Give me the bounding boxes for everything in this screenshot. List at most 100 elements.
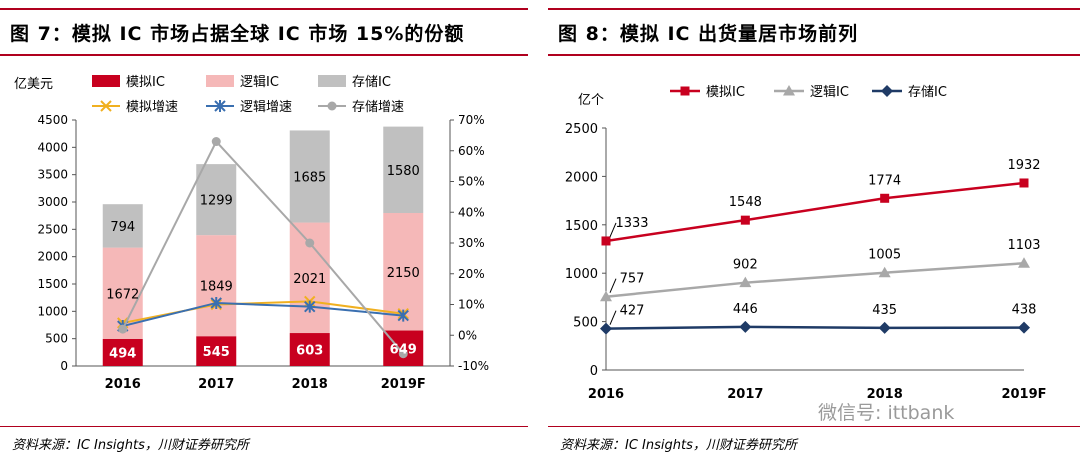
bar-value-label-2-3: 1580 <box>387 164 420 179</box>
data-label-leader-0 <box>609 222 617 238</box>
data-label-1-3: 1103 <box>1007 238 1040 253</box>
growth-point-2-3 <box>398 349 408 359</box>
legend-line-label-2: 存储增速 <box>352 100 404 115</box>
y-axis-label: 亿美元 <box>14 77 53 92</box>
series-point-1-2 <box>878 266 891 278</box>
y-tick-label: 0 <box>590 364 598 379</box>
y-tick-label: 1500 <box>37 277 68 291</box>
y-axis-label: 亿个 <box>578 93 604 108</box>
legend-label-1: 逻辑IC <box>240 75 279 90</box>
line-chart: 亿个 模拟IC 逻辑IC 存储IC 0 500 1000 1500 2000 2500 2016 20… <box>565 85 1047 402</box>
y-tick-label: 500 <box>573 316 598 331</box>
series-point-1-3 <box>1018 257 1030 268</box>
bar-2-3 <box>383 126 424 213</box>
growth-point-1-3 <box>397 309 409 322</box>
x-tick-label: 2016 <box>588 387 624 402</box>
legend-marker-1 <box>214 100 226 112</box>
y-tick-label: 3000 <box>37 195 68 209</box>
bar-value-label-2-2: 1685 <box>293 170 326 185</box>
legend-line-label-1: 逻辑增速 <box>240 100 292 115</box>
data-label-2-0: 427 <box>620 304 645 319</box>
left-source-divider <box>0 426 528 427</box>
series-line-2 <box>605 325 1025 330</box>
series-line-0 <box>605 181 1025 243</box>
right-chart-panel: 图 8：模拟 IC 出货量居市场前列 亿个 模拟IC 逻辑IC 存储IC 0 500 100… <box>548 0 1080 460</box>
y-tick-label: 2500 <box>565 122 598 137</box>
series-point-2-3 <box>1018 321 1030 334</box>
bar-0-1 <box>196 336 237 366</box>
left-source-note: 资料来源：IC Insights，川财证券研究所 <box>12 438 249 453</box>
legend-marker-1 <box>783 85 795 96</box>
right-chart-title: 图 8：模拟 IC 出货量居市场前列 <box>558 23 859 45</box>
legend-label-0: 模拟IC <box>126 75 165 90</box>
bar-value-label-0-1: 545 <box>203 345 230 360</box>
y-tick-label: 500 <box>45 332 68 346</box>
y2-tick-label: 0% <box>458 328 477 342</box>
data-label-2-2: 435 <box>872 303 897 318</box>
series-point-1-0 <box>600 290 612 302</box>
legend-label-0: 模拟IC <box>706 85 745 100</box>
series-point-2-1 <box>739 320 752 333</box>
y2-tick-label: 70% <box>458 113 485 127</box>
bar-value-label-1-3: 2150 <box>387 266 420 281</box>
bar-value-label-2-0: 794 <box>110 220 135 235</box>
series-point-2-0 <box>600 322 612 335</box>
right-title-bar: 图 8：模拟 IC 出货量居市场前列 <box>548 8 1080 56</box>
y2-tick-label: 30% <box>458 236 485 250</box>
bar-1-1 <box>196 235 237 337</box>
data-label-2-1: 446 <box>733 302 758 317</box>
y-tick-label: 2500 <box>37 222 68 236</box>
series-point-0-0 <box>601 236 611 246</box>
x-tick-label: 2018 <box>292 377 328 392</box>
y-tick-label: 1000 <box>37 304 68 318</box>
bar-value-label-0-3: 649 <box>390 342 417 357</box>
legend-swatch-2 <box>318 75 346 87</box>
x-tick-label: 2017 <box>198 377 234 392</box>
data-label-2-3: 438 <box>1012 303 1037 318</box>
x-tick-label: 2019F <box>1001 387 1046 402</box>
y2-tick-label: 60% <box>458 144 485 158</box>
legend-label-2: 存储IC <box>352 75 391 90</box>
bar-0-2 <box>289 333 330 366</box>
bar-value-label-0-0: 494 <box>109 346 136 361</box>
growth-line-2 <box>121 139 405 355</box>
x-tick-label: 2016 <box>105 377 141 392</box>
series-point-0-1 <box>740 215 750 225</box>
right-source-note: 资料来源：IC Insights，川财证券研究所 <box>560 438 797 453</box>
series-point-0-3 <box>1019 178 1029 188</box>
legend-line-label-0: 模拟增速 <box>126 100 178 115</box>
data-label-0-2: 1774 <box>868 173 901 188</box>
left-chart-panel: 图 7：模拟 IC 市场占据全球 IC 市场 15%的份额 亿美元 模拟IC 逻辑I… <box>0 0 528 460</box>
growth-point-1-1 <box>210 296 222 309</box>
y-tick-label: 3500 <box>37 168 68 182</box>
bar-0-0 <box>102 338 143 366</box>
legend-marker-2 <box>327 101 337 111</box>
data-label-1-1: 902 <box>733 258 758 273</box>
data-label-0-3: 1932 <box>1007 158 1040 173</box>
y2-tick-label: 40% <box>458 205 485 219</box>
y2-tick-label: 50% <box>458 175 485 189</box>
bar-value-label-2-1: 1299 <box>200 194 233 209</box>
growth-point-2-1 <box>211 137 221 147</box>
x-tick-label: 2018 <box>867 387 903 402</box>
y-tick-label: 0 <box>60 359 68 373</box>
y2-tick-label: -10% <box>458 359 489 373</box>
legend-label-1: 逻辑IC <box>810 85 849 100</box>
legend-swatch-0 <box>92 75 120 87</box>
bar-value-label-1-1: 1849 <box>200 280 233 295</box>
wechat-watermark: 微信号: ittbank <box>818 402 955 424</box>
y-tick-label: 2000 <box>37 250 68 264</box>
data-label-1-2: 1005 <box>868 248 901 263</box>
y-tick-label: 4500 <box>37 113 68 127</box>
x-tick-label: 2019F <box>381 377 426 392</box>
y-tick-label: 2000 <box>565 170 598 185</box>
legend-marker-0 <box>100 100 112 112</box>
stacked-bar-chart: 亿美元 模拟IC 逻辑IC 存储IC 模拟增速 逻辑增速 存储增速 0 500 1000 1500 2… <box>14 75 489 392</box>
bar-2-0 <box>102 204 143 248</box>
legend-swatch-1 <box>206 75 234 87</box>
growth-point-2-0 <box>118 324 128 334</box>
y2-tick-label: 20% <box>458 267 485 281</box>
data-label-leader-1 <box>609 278 617 293</box>
series-point-2-2 <box>878 321 891 334</box>
y-tick-label: 1500 <box>565 219 598 234</box>
